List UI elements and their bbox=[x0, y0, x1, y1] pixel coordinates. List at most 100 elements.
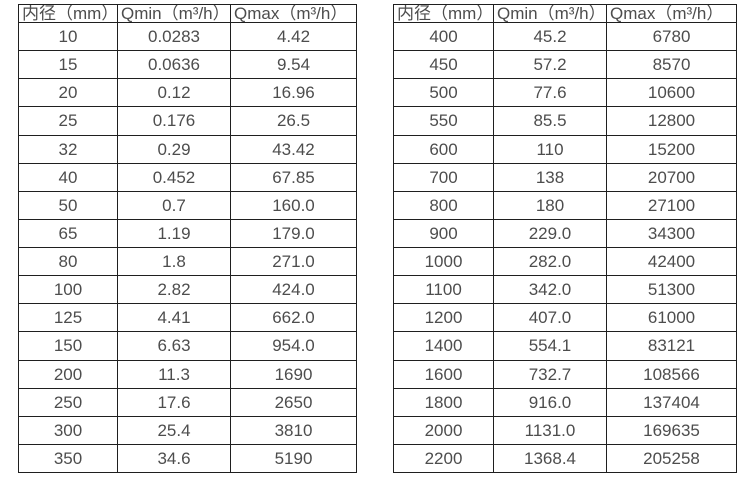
table-cell: 1131.0 bbox=[493, 415, 607, 445]
table-cell: 400 bbox=[393, 21, 494, 52]
table-cell: 1100 bbox=[393, 275, 494, 305]
table-row: 1800 916.0 137404 bbox=[393, 387, 737, 417]
table-cell: 10600 bbox=[606, 78, 737, 108]
table-cell: 20 bbox=[18, 78, 118, 108]
table-row: 550 85.5 12800 bbox=[393, 106, 737, 136]
table-cell: 17.6 bbox=[117, 387, 231, 417]
table-row: 1000 282.0 42400 bbox=[393, 246, 737, 277]
table-row: 2000 1131.0 169635 bbox=[393, 415, 737, 445]
table-cell: 916.0 bbox=[493, 387, 607, 417]
table-cell: 42400 bbox=[606, 246, 737, 277]
table-cell: 282.0 bbox=[493, 246, 607, 277]
flow-table-large-diameter: 内径（mm） Qmin（m³/h） Qmax（m³/h） 400 45.2 6780… bbox=[393, 4, 737, 474]
table-cell: 25 bbox=[18, 106, 118, 136]
table-cell: 83121 bbox=[606, 331, 737, 361]
table-cell: 65 bbox=[18, 218, 118, 249]
table-cell: 600 bbox=[393, 134, 494, 164]
table-row: 250 17.6 2650 bbox=[18, 387, 357, 417]
table-cell: 150 bbox=[18, 331, 118, 361]
table-cell: 0.0636 bbox=[117, 50, 231, 80]
table-cell: 2200 bbox=[393, 443, 494, 474]
table-cell: 424.0 bbox=[230, 275, 357, 305]
table-row: 100 2.82 424.0 bbox=[18, 275, 357, 305]
table-cell: 10 bbox=[18, 21, 118, 52]
table-cell: 25.4 bbox=[117, 415, 231, 445]
table-cell: 800 bbox=[393, 190, 494, 220]
table-cell: 0.7 bbox=[117, 190, 231, 220]
header-qmax: Qmax（m³/h） bbox=[230, 4, 357, 23]
table-row: 400 45.2 6780 bbox=[393, 21, 737, 52]
table-body: 10 0.0283 4.42 15 0.0636 9.54 20 0.12 16.96 25 0.1… bbox=[18, 21, 357, 474]
table-cell: 1.19 bbox=[117, 218, 231, 249]
table-cell: 20700 bbox=[606, 162, 737, 192]
header-inner-diameter: 内径（mm） bbox=[393, 4, 494, 23]
table-cell: 26.5 bbox=[230, 106, 357, 136]
table-cell: 350 bbox=[18, 443, 118, 474]
table-cell: 0.452 bbox=[117, 162, 231, 192]
table-cell: 27100 bbox=[606, 190, 737, 220]
table-cell: 500 bbox=[393, 78, 494, 108]
table-cell: 1000 bbox=[393, 246, 494, 277]
table-cell: 1368.4 bbox=[493, 443, 607, 474]
table-cell: 1400 bbox=[393, 331, 494, 361]
table-cell: 1800 bbox=[393, 387, 494, 417]
table-cell: 200 bbox=[18, 359, 118, 389]
table-cell: 16.96 bbox=[230, 78, 357, 108]
table-row: 1400 554.1 83121 bbox=[393, 331, 737, 361]
table-cell: 11.3 bbox=[117, 359, 231, 389]
table-cell: 732.7 bbox=[493, 359, 607, 389]
header-qmax: Qmax（m³/h） bbox=[606, 4, 737, 23]
table-cell: 554.1 bbox=[493, 331, 607, 361]
table-header-row: 内径（mm） Qmin（m³/h） Qmax（m³/h） bbox=[393, 4, 737, 23]
table-cell: 1.8 bbox=[117, 246, 231, 277]
table-row: 450 57.2 8570 bbox=[393, 50, 737, 80]
table-row: 25 0.176 26.5 bbox=[18, 106, 357, 136]
table-cell: 3810 bbox=[230, 415, 357, 445]
table-row: 500 77.6 10600 bbox=[393, 78, 737, 108]
table-cell: 34.6 bbox=[117, 443, 231, 474]
table-cell: 550 bbox=[393, 106, 494, 136]
table-row: 65 1.19 179.0 bbox=[18, 218, 357, 249]
table-cell: 125 bbox=[18, 303, 118, 333]
table-cell: 2.82 bbox=[117, 275, 231, 305]
table-row: 50 0.7 160.0 bbox=[18, 190, 357, 220]
table-row: 300 25.4 3810 bbox=[18, 415, 357, 445]
table-cell: 5190 bbox=[230, 443, 357, 474]
table-row: 1200 407.0 61000 bbox=[393, 303, 737, 333]
table-row: 200 11.3 1690 bbox=[18, 359, 357, 389]
flow-table-small-diameter: 内径（mm） Qmin（m³/h） Qmax（m³/h） 10 0.0283 4.4… bbox=[18, 4, 357, 474]
table-cell: 80 bbox=[18, 246, 118, 277]
table-cell: 32 bbox=[18, 134, 118, 164]
table-cell: 662.0 bbox=[230, 303, 357, 333]
table-row: 600 110 15200 bbox=[393, 134, 737, 164]
table-row: 2200 1368.4 205258 bbox=[393, 443, 737, 474]
table-row: 900 229.0 34300 bbox=[393, 218, 737, 249]
header-qmin: Qmin（m³/h） bbox=[493, 4, 607, 23]
table-cell: 12800 bbox=[606, 106, 737, 136]
table-cell: 43.42 bbox=[230, 134, 357, 164]
table-cell: 0.29 bbox=[117, 134, 231, 164]
table-cell: 110 bbox=[493, 134, 607, 164]
table-cell: 2650 bbox=[230, 387, 357, 417]
table-cell: 85.5 bbox=[493, 106, 607, 136]
table-body: 400 45.2 6780 450 57.2 8570 500 77.6 10600 550 85.… bbox=[393, 21, 737, 474]
table-cell: 57.2 bbox=[493, 50, 607, 80]
table-cell: 4.42 bbox=[230, 21, 357, 52]
table-cell: 179.0 bbox=[230, 218, 357, 249]
table-cell: 40 bbox=[18, 162, 118, 192]
table-row: 800 180 27100 bbox=[393, 190, 737, 220]
table-cell: 15200 bbox=[606, 134, 737, 164]
table-row: 15 0.0636 9.54 bbox=[18, 50, 357, 80]
table-cell: 1690 bbox=[230, 359, 357, 389]
table-row: 80 1.8 271.0 bbox=[18, 246, 357, 277]
table-cell: 700 bbox=[393, 162, 494, 192]
table-cell: 205258 bbox=[606, 443, 737, 474]
table-cell: 45.2 bbox=[493, 21, 607, 52]
table-row: 125 4.41 662.0 bbox=[18, 303, 357, 333]
table-cell: 34300 bbox=[606, 218, 737, 249]
table-row: 700 138 20700 bbox=[393, 162, 737, 192]
table-cell: 6780 bbox=[606, 21, 737, 52]
table-cell: 1600 bbox=[393, 359, 494, 389]
table-cell: 342.0 bbox=[493, 275, 607, 305]
table-cell: 61000 bbox=[606, 303, 737, 333]
